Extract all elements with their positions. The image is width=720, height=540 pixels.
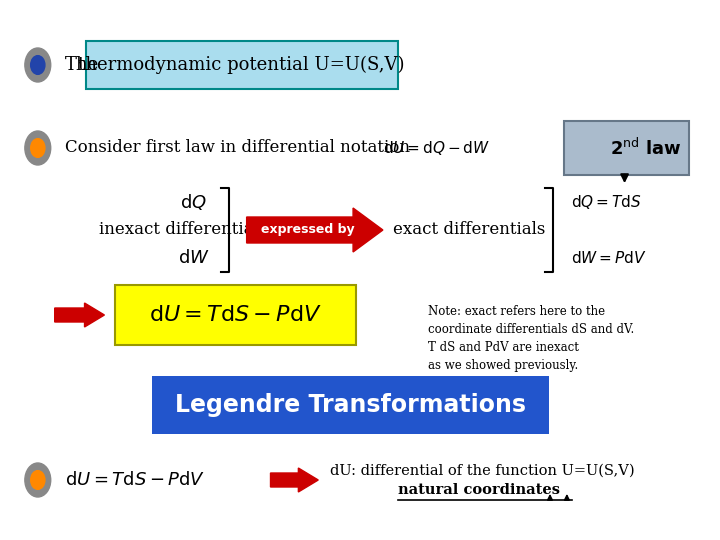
Text: $\mathrm{d}U = T\mathrm{d}S - P\mathrm{d}V$: $\mathrm{d}U = T\mathrm{d}S - P\mathrm{d… [149,305,322,325]
FancyArrow shape [247,208,383,252]
FancyArrow shape [271,468,318,492]
Text: natural coordinates: natural coordinates [398,483,560,497]
Ellipse shape [25,463,50,497]
Ellipse shape [31,56,45,75]
Text: $\mathrm{d}U = \mathrm{d}Q - \mathrm{d}W$: $\mathrm{d}U = \mathrm{d}Q - \mathrm{d}W… [383,139,490,157]
Text: $\mathrm{d}Q$: $\mathrm{d}Q$ [181,192,207,212]
Text: Note: exact refers here to the
coordinate differentials dS and dV.
T dS and PdV : Note: exact refers here to the coordinat… [428,305,634,372]
Text: $\mathrm{d}W$: $\mathrm{d}W$ [178,249,210,267]
FancyArrow shape [55,303,104,327]
Text: The: The [65,56,99,74]
Ellipse shape [25,48,50,82]
Ellipse shape [31,139,45,157]
FancyBboxPatch shape [564,121,689,175]
FancyBboxPatch shape [115,285,356,345]
Text: $\mathbf{2}^{\mathrm{nd}}$ law: $\mathbf{2}^{\mathrm{nd}}$ law [610,137,681,159]
Text: expressed by: expressed by [261,224,354,237]
Text: thermodynamic potential U=U(S,V): thermodynamic potential U=U(S,V) [78,56,405,74]
FancyBboxPatch shape [152,376,549,434]
Text: $\mathrm{d}Q = T\mathrm{d}S$: $\mathrm{d}Q = T\mathrm{d}S$ [571,193,642,211]
Ellipse shape [31,471,45,489]
FancyBboxPatch shape [86,41,398,89]
Text: exact differentials: exact differentials [393,221,545,239]
Ellipse shape [25,131,50,165]
Text: dU: differential of the function U=U(S,V): dU: differential of the function U=U(S,V… [330,464,635,478]
Text: Legendre Transformations: Legendre Transformations [175,393,526,417]
Text: Consider first law in differential notation: Consider first law in differential notat… [65,139,410,157]
Text: $\mathrm{d}U = T\mathrm{d}S - P\mathrm{d}V$: $\mathrm{d}U = T\mathrm{d}S - P\mathrm{d… [65,471,205,489]
Text: $\mathrm{d}W = P\mathrm{d}V$: $\mathrm{d}W = P\mathrm{d}V$ [571,250,647,266]
Text: inexact differentials: inexact differentials [99,221,268,239]
